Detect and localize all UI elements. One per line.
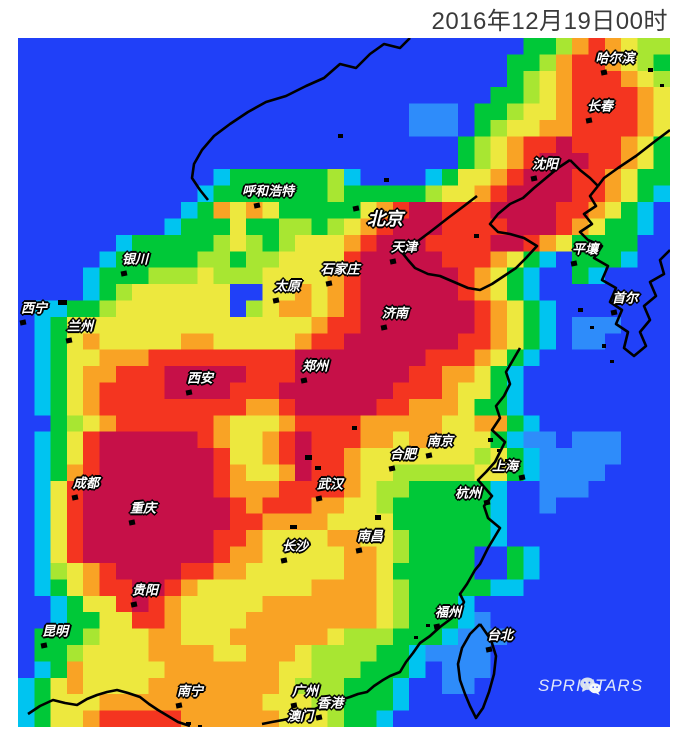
timestamp-title: 2016年12月19日00时 — [431, 8, 668, 35]
island-or-lake-mark — [497, 449, 501, 452]
city-label-nanning: 南宁 — [176, 683, 204, 699]
city-label-taiyuan: 太原 — [273, 278, 301, 294]
city-label-xining: 西宁 — [20, 300, 48, 316]
pollution-grid — [18, 38, 670, 727]
island-or-lake-mark — [352, 426, 357, 430]
ne-russia-border — [596, 128, 670, 187]
island-or-lake-mark — [505, 459, 509, 462]
island-or-lake-mark — [315, 466, 321, 470]
east-coast — [261, 347, 522, 726]
island-or-lake-mark — [660, 84, 664, 87]
city-label-hangzhou: 杭州 — [454, 485, 482, 501]
island-or-lake-mark — [58, 300, 67, 305]
city-label-guangzhou: 广州 — [291, 683, 319, 699]
city-label-fuzhou: 福州 — [434, 604, 462, 620]
island-or-lake-mark — [384, 178, 389, 182]
mongolia-border — [190, 38, 411, 201]
city-label-changsha: 长沙 — [281, 538, 309, 554]
city-label-hohhot: 呼和浩特 — [241, 183, 295, 199]
island-or-lake-mark — [610, 360, 614, 363]
korea-coast — [578, 185, 670, 358]
island-or-lake-mark — [488, 438, 493, 442]
city-label-shijiazhuang: 石家庄 — [320, 261, 360, 277]
city-label-taipei: 台北 — [486, 627, 514, 643]
yalu-liaodong-border — [569, 159, 599, 187]
city-label-tianjin: 天津 — [390, 239, 418, 255]
island-or-lake-mark — [198, 725, 202, 727]
city-label-seoul: 首尔 — [611, 290, 639, 306]
island-or-lake-mark — [602, 344, 606, 348]
city-label-zhengzhou: 郑州 — [301, 358, 329, 374]
city-label-yinchuan: 银川 — [121, 251, 149, 267]
city-label-harbin: 哈尔滨 — [595, 50, 635, 66]
bohai-shandong-coast — [398, 158, 571, 292]
city-label-guiyang: 贵阳 — [131, 582, 159, 598]
island-or-lake-mark — [186, 722, 191, 725]
island-or-lake-mark — [375, 515, 381, 520]
city-label-macau: 澳门 — [286, 708, 314, 724]
island-or-lake-mark — [590, 326, 594, 329]
city-label-jinan: 济南 — [381, 305, 409, 321]
watermark: SPRINTARS — [538, 676, 643, 696]
city-label-xian: 西安 — [186, 370, 214, 386]
city-label-chongqing: 重庆 — [129, 500, 157, 516]
island-or-lake-mark — [290, 525, 297, 529]
island-or-lake-mark — [474, 234, 479, 238]
city-label-shanghai: 上海 — [491, 458, 519, 474]
island-or-lake-mark — [578, 308, 583, 312]
island-or-lake-mark — [426, 624, 430, 627]
island-or-lake-mark — [414, 636, 418, 639]
island-or-lake-mark — [305, 455, 312, 460]
city-label-nanjing: 南京 — [426, 433, 454, 449]
vietnam-border — [27, 688, 191, 727]
city-label-wuhan: 武汉 — [316, 476, 344, 492]
taiwan-coast — [456, 623, 498, 720]
city-label-beijing: 北京 — [367, 209, 403, 229]
city-label-shenyang: 沈阳 — [531, 156, 559, 172]
island-or-lake-mark — [648, 68, 653, 72]
city-label-kunming: 昆明 — [41, 623, 69, 639]
city-label-hefei: 合肥 — [389, 446, 417, 462]
city-label-pyongyang: 平壤 — [571, 241, 599, 257]
city-label-changchun: 长春 — [586, 98, 614, 114]
city-label-chengdu: 成都 — [72, 475, 100, 491]
wechat-icon — [580, 677, 601, 696]
city-label-hongkong: 香港 — [316, 695, 344, 711]
coastline-layer — [27, 38, 670, 727]
city-label-nanchang: 南昌 — [356, 528, 384, 544]
island-or-lake-mark — [338, 134, 343, 138]
city-label-lanzhou: 兰州 — [66, 318, 94, 334]
